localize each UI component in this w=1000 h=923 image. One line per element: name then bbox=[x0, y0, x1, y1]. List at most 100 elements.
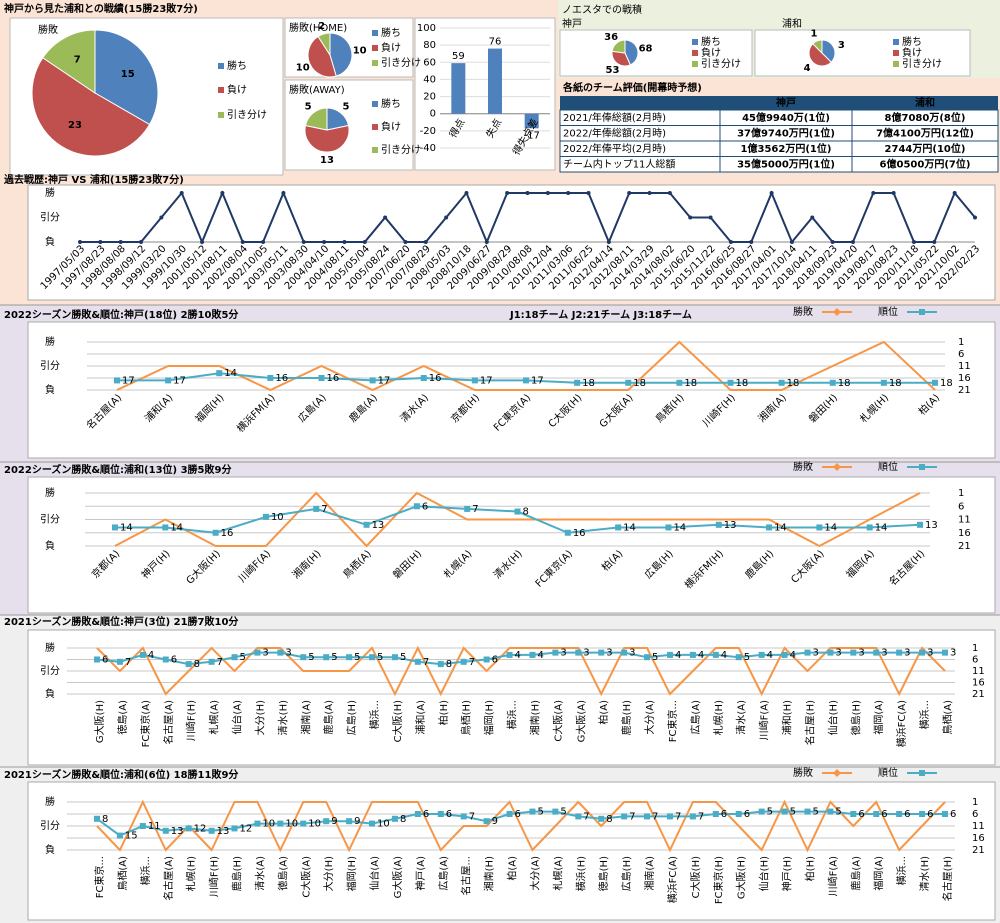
table-cell: 2021/年俸総額(2月時) bbox=[563, 111, 666, 124]
x-tick-label: 名古屋(A) bbox=[162, 856, 175, 901]
marker bbox=[727, 379, 734, 386]
marker bbox=[598, 815, 605, 822]
data-label: 9 bbox=[492, 816, 498, 827]
x-tick-label: 横浜FC(A) bbox=[895, 700, 908, 747]
data-label: 6 bbox=[446, 809, 452, 820]
marker bbox=[564, 529, 571, 536]
legend-label: 引き分け bbox=[902, 58, 942, 70]
legend-label: 勝ち bbox=[381, 97, 401, 110]
marker bbox=[712, 811, 719, 817]
data-label: 5 bbox=[240, 652, 246, 663]
marker bbox=[606, 240, 611, 244]
x-tick-label: 清水(A) bbox=[735, 700, 748, 735]
data-label: 4 bbox=[767, 650, 773, 661]
chart-title: 勝敗(HOME) bbox=[289, 21, 347, 34]
data-label: 6 bbox=[423, 809, 429, 820]
y-category-label: 勝 bbox=[45, 795, 55, 808]
y-tick-label: 100 bbox=[417, 23, 436, 34]
pie-slice bbox=[611, 50, 631, 67]
y2-tick-label: 6 bbox=[972, 809, 978, 820]
data-label: 9 bbox=[331, 816, 337, 827]
x-tick-label: 川崎F(H) bbox=[185, 700, 198, 741]
marker bbox=[162, 656, 169, 663]
y2-tick-label: 16 bbox=[958, 373, 971, 384]
marker bbox=[932, 240, 937, 244]
data-label: 6 bbox=[422, 501, 428, 512]
x-tick-label: 福岡(A) bbox=[872, 700, 885, 735]
legend-swatch bbox=[372, 124, 378, 130]
x-tick-label: 大分(H) bbox=[322, 856, 335, 891]
marker bbox=[369, 654, 376, 661]
data-label: 8 bbox=[102, 814, 108, 825]
marker bbox=[185, 825, 192, 832]
y-category-label: 引分 bbox=[40, 212, 60, 224]
marker bbox=[159, 215, 164, 220]
marker bbox=[816, 524, 823, 531]
table-cell: 7億4100万円(12位) bbox=[876, 126, 974, 139]
x-tick-label: 鹿島(A) bbox=[849, 856, 862, 891]
marker bbox=[850, 649, 857, 656]
marker bbox=[644, 813, 651, 820]
x-tick-label: FC東京(A) bbox=[139, 700, 152, 747]
marker bbox=[735, 654, 742, 661]
data-label: 13 bbox=[724, 520, 737, 531]
y2-tick-label: 21 bbox=[972, 689, 985, 700]
marker bbox=[810, 215, 815, 220]
data-label: 5 bbox=[377, 652, 383, 663]
marker bbox=[322, 240, 327, 244]
table-cell: 2022/年俸平均(2月時) bbox=[563, 142, 666, 155]
marker bbox=[781, 651, 788, 658]
marker bbox=[911, 240, 916, 244]
data-label: 6 bbox=[515, 809, 521, 820]
y-category-label: 引分 bbox=[40, 360, 60, 372]
data-label: 7 bbox=[217, 657, 223, 668]
data-label: 14 bbox=[120, 522, 133, 533]
marker bbox=[708, 215, 713, 220]
marker bbox=[688, 215, 693, 220]
x-tick-label: 湘南(A) bbox=[643, 856, 656, 891]
marker bbox=[506, 811, 513, 817]
table-cell: 45億9940万(1位) bbox=[742, 111, 830, 124]
table-cell: 1億3562万円(1位) bbox=[741, 142, 832, 155]
data-label: 5 bbox=[537, 807, 543, 818]
marker bbox=[369, 377, 376, 384]
data-label: 7 bbox=[321, 504, 327, 515]
marker bbox=[615, 524, 622, 531]
marker bbox=[529, 808, 536, 815]
x-tick-label: 浦和(A) bbox=[414, 700, 427, 735]
marker bbox=[208, 827, 215, 834]
pie-label: 36 bbox=[604, 32, 618, 43]
table-title: 各紙のチーム評価(開幕時予想) bbox=[562, 81, 702, 94]
legend-swatch bbox=[218, 112, 224, 118]
data-label: 14 bbox=[224, 368, 237, 379]
x-tick-label: G大阪(H) bbox=[735, 856, 748, 899]
y2-tick-label: 1 bbox=[972, 797, 978, 808]
marker bbox=[715, 521, 722, 528]
data-label: 7 bbox=[125, 657, 131, 668]
legend-label: 勝ち bbox=[227, 59, 247, 72]
legend-label: 引き分け bbox=[381, 57, 421, 69]
data-label: 8 bbox=[446, 659, 452, 670]
x-tick-label: C大阪(A) bbox=[299, 856, 312, 898]
marker bbox=[179, 191, 184, 195]
data-label: 12 bbox=[194, 823, 207, 834]
marker bbox=[460, 813, 467, 820]
legend-swatch bbox=[218, 63, 224, 69]
marker bbox=[942, 811, 948, 817]
marker bbox=[185, 661, 192, 668]
marker bbox=[850, 240, 855, 244]
data-label: 4 bbox=[515, 650, 521, 661]
legend-swatch bbox=[372, 30, 378, 36]
marker bbox=[827, 808, 834, 815]
marker bbox=[529, 651, 536, 658]
noesta-title: ノエスタでの戦積 bbox=[562, 3, 642, 16]
x-tick-label: 川崎F(H) bbox=[208, 856, 221, 897]
bar bbox=[524, 113, 539, 129]
legend-label: 負け bbox=[701, 47, 721, 59]
marker bbox=[647, 191, 652, 195]
y2-tick-label: 1 bbox=[958, 488, 964, 499]
y2-tick-label: 1 bbox=[958, 337, 964, 348]
marker bbox=[873, 811, 880, 817]
marker bbox=[804, 808, 811, 815]
y-category-label: 負 bbox=[45, 384, 55, 396]
